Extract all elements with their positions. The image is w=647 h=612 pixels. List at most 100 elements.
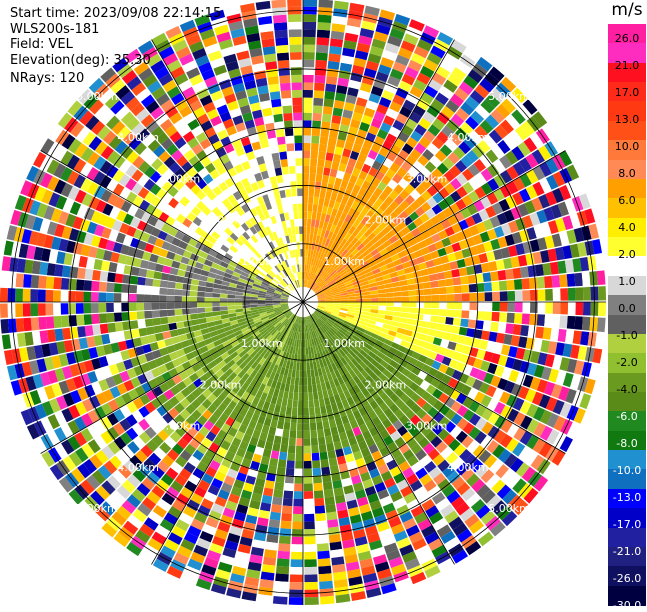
velocity-gate	[313, 312, 320, 318]
velocity-gate	[132, 468, 146, 483]
velocity-gate	[427, 395, 438, 407]
velocity-gate	[280, 90, 292, 99]
velocity-gate	[322, 420, 330, 430]
velocity-gate	[231, 384, 241, 394]
velocity-gate	[512, 442, 526, 457]
velocity-gate	[246, 335, 254, 343]
velocity-gate	[419, 166, 431, 179]
velocity-gate	[254, 320, 263, 327]
velocity-gate	[398, 178, 409, 189]
velocity-gate	[326, 330, 334, 338]
velocity-gate	[330, 286, 339, 291]
velocity-gate	[84, 325, 94, 337]
velocity-gate	[521, 466, 536, 482]
velocity-gate	[327, 364, 334, 373]
velocity-gate	[217, 521, 231, 533]
velocity-gate	[438, 363, 449, 374]
velocity-gate	[413, 486, 427, 499]
velocity-gate	[359, 558, 374, 569]
velocity-gate	[325, 340, 332, 348]
velocity-gate	[373, 355, 383, 364]
velocity-gate	[286, 143, 295, 152]
velocity-gate	[337, 283, 346, 289]
velocity-gate	[314, 321, 320, 329]
velocity-gate	[362, 311, 371, 316]
velocity-gate	[92, 324, 101, 336]
velocity-gate	[328, 533, 341, 543]
velocity-gate	[467, 274, 477, 284]
velocity-gate	[437, 32, 454, 46]
velocity-gate	[280, 82, 291, 92]
velocity-gate	[78, 500, 95, 517]
velocity-gate	[398, 47, 413, 60]
velocity-gate	[377, 309, 386, 315]
velocity-gate	[501, 98, 516, 114]
velocity-gate	[392, 286, 401, 293]
velocity-gate	[420, 246, 431, 256]
velocity-gate	[198, 317, 207, 325]
velocity-gate	[196, 404, 207, 415]
velocity-gate	[348, 378, 357, 388]
velocity-gate	[529, 239, 540, 252]
velocity-gate	[220, 336, 229, 344]
velocity-gate	[389, 271, 398, 279]
velocity-gate	[38, 275, 47, 289]
velocity-gate	[444, 138, 458, 152]
velocity-gate	[167, 316, 176, 324]
velocity-gate	[274, 331, 281, 339]
velocity-gate	[454, 381, 465, 393]
velocity-gate	[440, 339, 450, 349]
velocity-gate	[347, 290, 356, 295]
velocity-gate	[116, 383, 128, 395]
velocity-gate	[581, 316, 591, 331]
velocity-gate	[404, 329, 413, 337]
velocity-gate	[289, 581, 303, 590]
velocity-gate	[434, 370, 445, 381]
velocity-gate	[317, 294, 325, 299]
velocity-gate	[388, 346, 398, 355]
velocity-gate	[349, 2, 365, 13]
velocity-gate	[200, 454, 213, 467]
velocity-gate	[427, 124, 441, 137]
velocity-gate	[474, 186, 487, 199]
velocity-gate	[430, 280, 439, 288]
velocity-gate	[223, 355, 233, 364]
velocity-gate	[287, 312, 293, 319]
velocity-gate	[432, 337, 443, 346]
velocity-gate	[75, 447, 89, 463]
velocity-gate	[459, 448, 472, 462]
velocity-gate	[324, 238, 331, 247]
velocity-gate	[344, 263, 352, 271]
velocity-gate	[366, 274, 375, 281]
velocity-gate	[437, 316, 447, 324]
velocity-gate	[316, 535, 329, 544]
velocity-gate	[319, 326, 326, 334]
velocity-gate	[264, 441, 274, 451]
velocity-gate	[456, 405, 469, 417]
velocity-gate	[261, 367, 269, 377]
velocity-gate	[150, 409, 162, 422]
velocity-gate	[309, 173, 316, 182]
velocity-gate	[413, 79, 427, 92]
velocity-gate	[237, 336, 246, 344]
velocity-gate	[338, 202, 346, 212]
velocity-gate	[480, 99, 495, 114]
velocity-gate	[330, 314, 338, 320]
colorbar-tick-label: 21.0	[614, 59, 640, 72]
velocity-gate	[126, 541, 143, 557]
velocity-gate	[323, 288, 331, 293]
velocity-gate	[438, 309, 447, 317]
velocity-gate	[293, 506, 303, 515]
velocity-gate	[486, 440, 500, 454]
velocity-gate	[363, 190, 373, 201]
velocity-gate	[450, 39, 467, 54]
velocity-gate	[317, 251, 322, 260]
velocity-gate	[282, 174, 290, 183]
velocity-gate	[464, 216, 476, 228]
velocity-gate	[313, 312, 320, 319]
velocity-gate	[334, 252, 341, 261]
velocity-gate	[185, 415, 197, 426]
velocity-gate	[379, 96, 392, 108]
velocity-gate	[265, 302, 273, 304]
velocity-gate	[268, 83, 280, 93]
